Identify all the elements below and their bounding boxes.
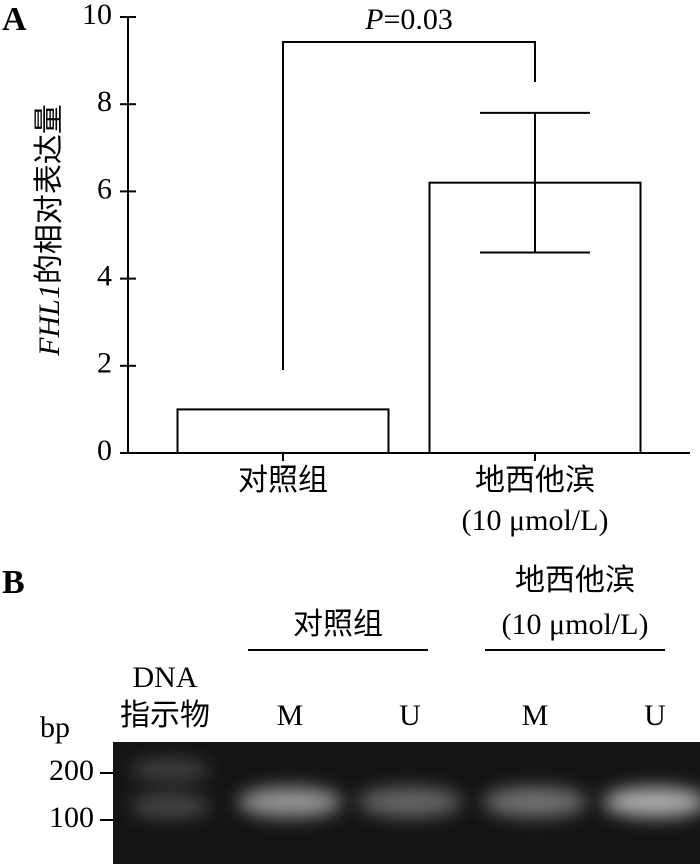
y-axis-label: FHL1的相对表达量	[33, 104, 66, 357]
marker-label: 100	[49, 801, 94, 834]
error-bar	[480, 111, 590, 254]
y-tick-label: 6	[97, 172, 112, 205]
x-tick-label: 地西他滨 (10 μmol/L)	[462, 464, 609, 537]
significance-bracket	[282, 41, 536, 370]
p-value: =0.03	[383, 3, 452, 36]
ladder-band	[130, 794, 210, 818]
y-tick-label: 4	[97, 259, 112, 292]
y-tick-label: 10	[82, 0, 112, 31]
lane-label: M	[522, 699, 549, 732]
ladder-label: DNA	[133, 661, 198, 694]
x-tick-label: 对照组	[238, 464, 328, 497]
x-tick-label-line: (10 μmol/L)	[462, 504, 609, 537]
bar	[176, 408, 390, 454]
y-tick-label: 8	[97, 85, 112, 118]
lane-label: U	[644, 699, 666, 732]
y-tick-label: 0	[97, 434, 112, 467]
unit-label: bp	[40, 711, 70, 744]
lane-label: U	[399, 699, 421, 732]
y-tick-label: 2	[97, 347, 112, 380]
ladder-band	[130, 758, 210, 782]
group-label: (10 μmol/L)	[502, 608, 649, 641]
p-symbol: P	[364, 3, 383, 36]
y-label-gene: FHL1	[33, 284, 66, 357]
y-label-text: 的相对表达量	[33, 104, 66, 284]
ladder-label: 指示物	[120, 699, 210, 732]
panel-label: B	[2, 564, 25, 601]
gel-band	[358, 787, 462, 817]
marker-label: 200	[49, 754, 94, 787]
x-tick-label-line: 地西他滨	[475, 464, 595, 497]
annotation: P=0.03	[364, 3, 453, 36]
lane-label: M	[277, 699, 304, 732]
panel-label: A	[2, 1, 27, 38]
gel-band	[238, 787, 342, 817]
gel-band	[603, 787, 700, 817]
group-label: 对照组	[293, 608, 383, 641]
group-label: 地西他滨	[515, 564, 635, 597]
gel-band	[483, 787, 587, 817]
